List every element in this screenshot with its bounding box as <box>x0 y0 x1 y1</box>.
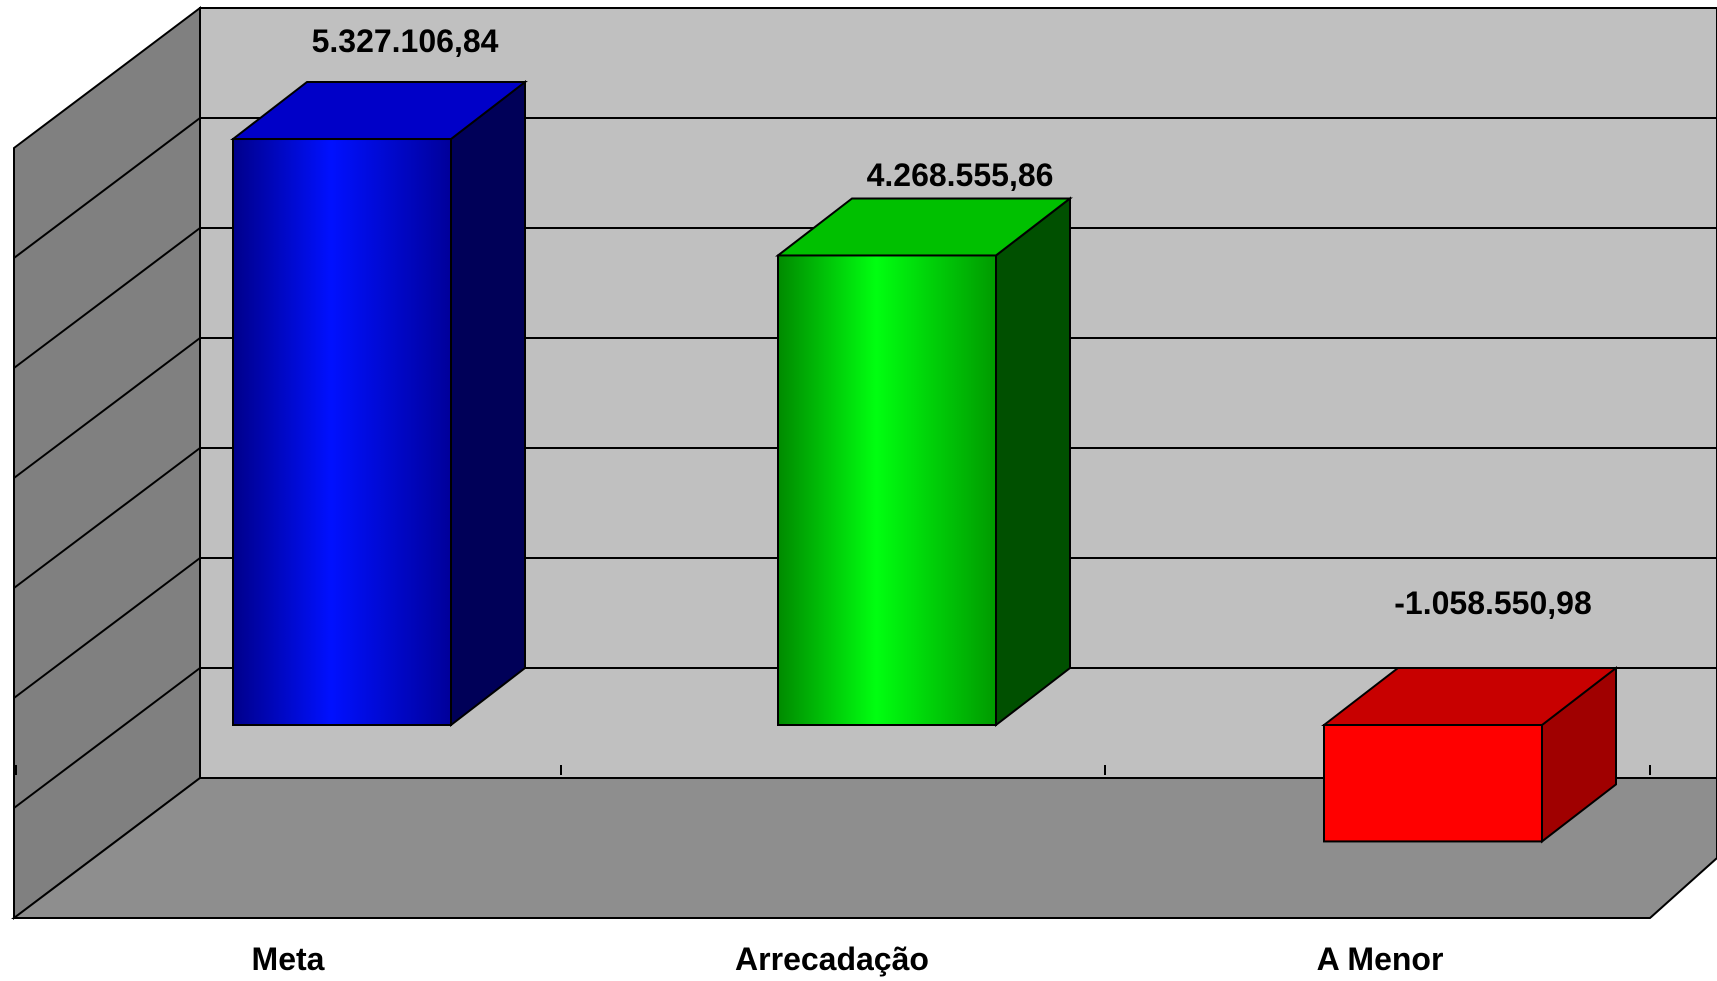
bar-arrecada-o <box>775 196 1073 728</box>
value-label-meta: 5.327.106,84 <box>312 23 499 59</box>
bar-front <box>1323 724 1543 843</box>
value-label-a-menor: -1.058.550,98 <box>1394 585 1592 621</box>
bar-a-menor <box>1321 665 1619 844</box>
value-label-arrecadacao: 4.268.555,86 <box>867 157 1054 193</box>
bar-front <box>777 254 997 726</box>
category-ticks <box>15 765 1651 775</box>
gridline-side <box>13 227 201 369</box>
bars <box>230 79 1619 844</box>
gridline-side <box>13 667 201 809</box>
gridline-side <box>13 447 201 589</box>
gridline-side <box>13 557 201 699</box>
floor <box>11 777 1717 919</box>
gridline-side <box>13 337 201 479</box>
bar-side <box>995 196 1071 728</box>
side-wall <box>13 5 201 921</box>
bar-meta <box>230 79 528 728</box>
bar-front <box>232 138 452 726</box>
category-label-arrecadacao: Arrecadação <box>735 941 929 977</box>
gridline-side <box>13 117 201 259</box>
bar-side <box>450 79 526 728</box>
category-label-meta: Meta <box>252 941 325 977</box>
category-label-a-menor: A Menor <box>1317 941 1444 977</box>
